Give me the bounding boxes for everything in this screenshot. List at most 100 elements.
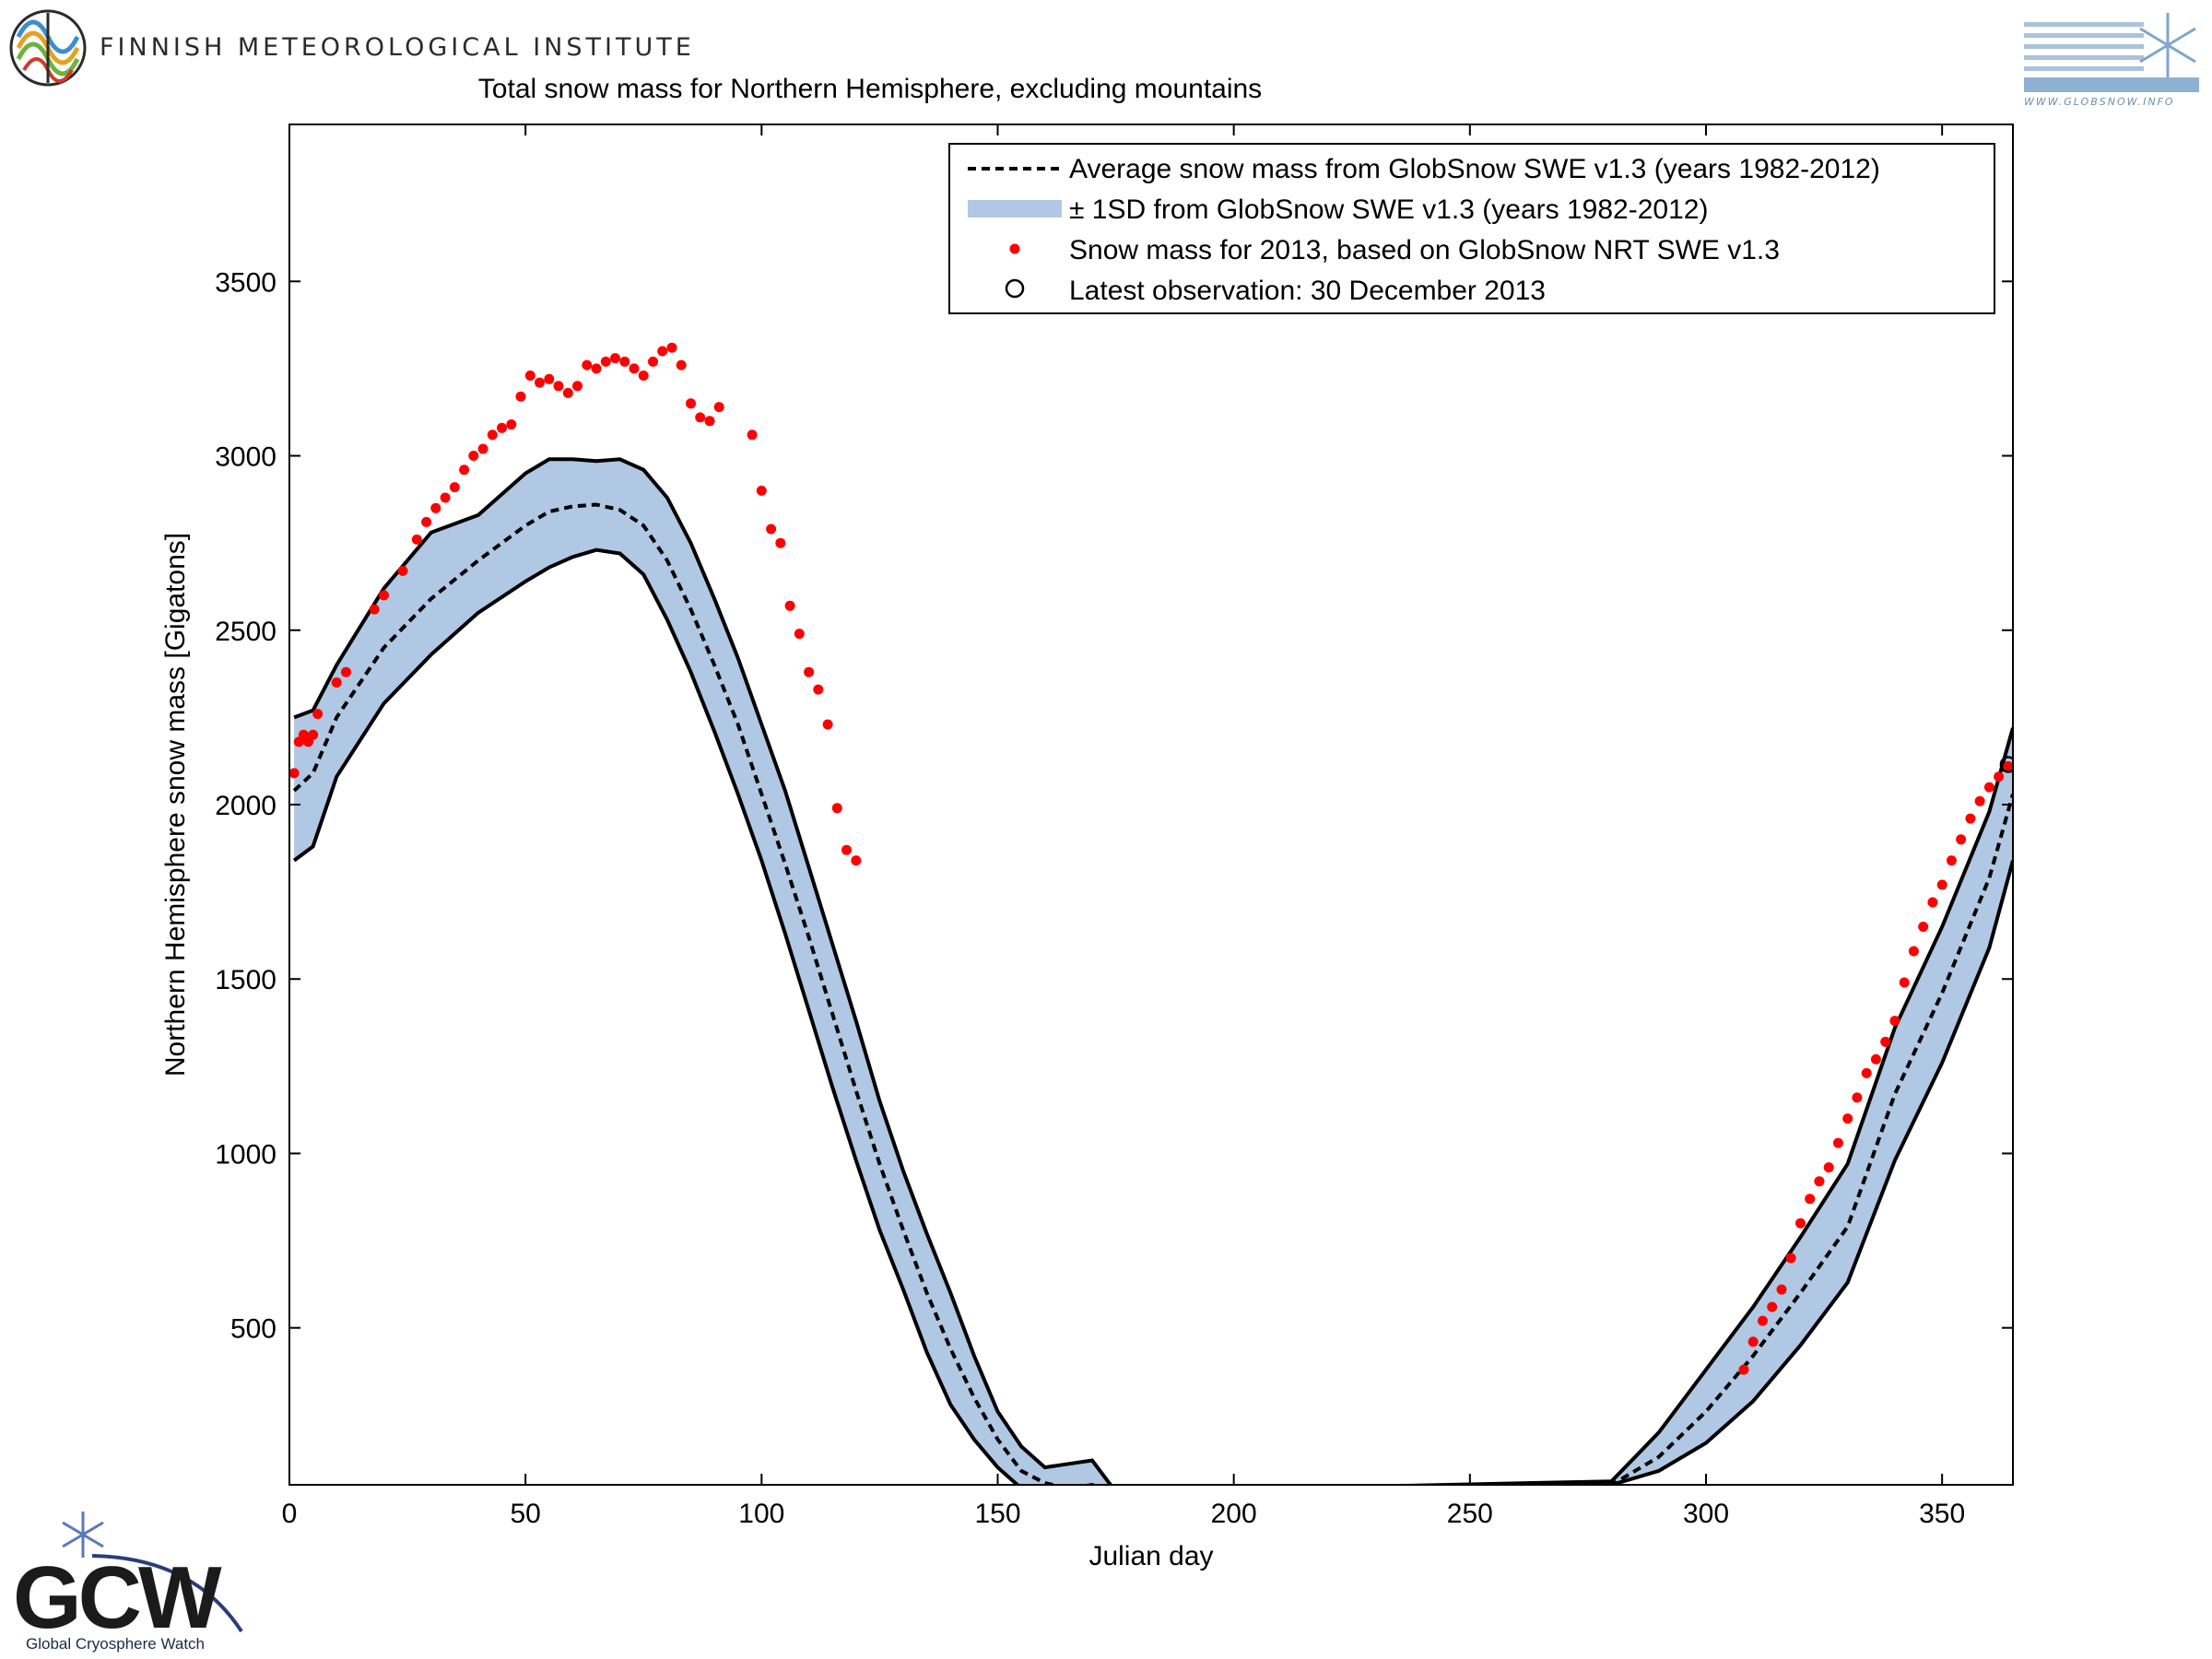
y-tick-label: 500 xyxy=(230,1314,276,1345)
obs-point xyxy=(648,356,658,367)
plot-frame xyxy=(288,124,2014,1486)
obs-points-group xyxy=(289,342,2013,1375)
obs-point xyxy=(831,803,842,814)
y-axis-ticks: 500 1000 1500 2000 2500 3000 3500 xyxy=(215,267,2013,1345)
obs-point xyxy=(841,844,852,855)
obs-point xyxy=(784,600,795,611)
obs-point xyxy=(1870,1053,1881,1065)
obs-point xyxy=(1738,1364,1749,1375)
obs-point xyxy=(397,565,408,576)
obs-point xyxy=(553,381,564,392)
gcw-logo-icon: GCW xyxy=(13,1512,243,1647)
obs-point xyxy=(813,684,824,695)
obs-point xyxy=(619,356,630,367)
organization-name: FINNISH METEOROLOGICAL INSTITUTE xyxy=(100,33,695,62)
obs-point xyxy=(666,342,677,353)
obs-point xyxy=(600,356,611,367)
obs-point xyxy=(1842,1113,1853,1124)
obs-point xyxy=(1889,1016,1900,1027)
sd-band-area xyxy=(294,459,2013,1485)
obs-point xyxy=(487,429,498,441)
obs-point xyxy=(775,537,786,548)
fmi-logo-icon xyxy=(9,9,87,87)
obs-point xyxy=(794,629,805,640)
legend-entry-obs: Snow mass for 2013, based on GlobSnow NR… xyxy=(1069,235,1780,265)
x-tick-label: 350 xyxy=(1919,1499,1965,1529)
obs-point xyxy=(459,465,470,476)
obs-point xyxy=(1880,1036,1891,1047)
obs-point xyxy=(506,419,517,429)
x-tick-label: 300 xyxy=(1683,1499,1729,1529)
obs-point xyxy=(544,373,555,384)
obs-point xyxy=(341,666,351,677)
x-tick-label: 250 xyxy=(1447,1499,1493,1529)
obs-point xyxy=(1908,946,1919,957)
obs-point xyxy=(379,590,389,601)
y-axis-label: Northern Hemisphere snow mass [Gigatons] xyxy=(160,533,191,1077)
obs-point xyxy=(704,416,715,427)
obs-point xyxy=(1918,922,1929,932)
obs-point xyxy=(804,666,815,677)
obs-point xyxy=(535,377,545,388)
obs-point xyxy=(1823,1162,1834,1173)
y-tick-label: 1500 xyxy=(215,965,276,995)
obs-point xyxy=(1927,897,1938,908)
obs-point xyxy=(468,451,479,461)
obs-point xyxy=(1785,1253,1796,1264)
obs-point xyxy=(851,855,862,866)
obs-point xyxy=(369,604,380,615)
obs-point xyxy=(1814,1176,1825,1187)
y-tick-label: 3000 xyxy=(215,442,276,473)
latest-observation-marker xyxy=(1999,756,2013,773)
obs-point xyxy=(1758,1315,1768,1326)
obs-point xyxy=(440,492,451,503)
legend-band-swatch xyxy=(968,200,1062,218)
obs-point xyxy=(713,402,724,413)
y-tick-label: 2000 xyxy=(215,791,276,821)
obs-point xyxy=(430,502,441,513)
legend-entry-latest: Latest observation: 30 December 2013 xyxy=(1069,276,1546,306)
obs-point xyxy=(1965,813,1976,824)
obs-point xyxy=(411,534,422,545)
obs-point xyxy=(2003,760,2013,771)
sd-band-upper-line xyxy=(293,457,2013,1485)
obs-point xyxy=(582,359,593,371)
obs-point xyxy=(1994,771,2005,782)
obs-point xyxy=(497,422,507,433)
obs-point xyxy=(1974,795,1985,806)
obs-point xyxy=(1805,1194,1816,1205)
legend-obs-swatch xyxy=(1009,243,1020,254)
obs-point xyxy=(289,768,300,779)
svg-text:GCW: GCW xyxy=(13,1548,222,1647)
legend-latest-swatch xyxy=(1005,278,1025,299)
obs-point xyxy=(421,516,432,527)
y-tick-label: 2500 xyxy=(215,617,276,647)
chart-title: Total snow mass for Northern Hemisphere,… xyxy=(478,74,1262,104)
x-tick-label: 150 xyxy=(974,1499,1020,1529)
obs-point xyxy=(477,443,488,454)
mean-snow-mass-line xyxy=(292,502,2013,1485)
obs-point xyxy=(657,346,668,357)
obs-point xyxy=(1852,1092,1863,1103)
obs-point xyxy=(331,677,342,688)
obs-point xyxy=(638,371,649,381)
obs-point xyxy=(695,412,706,423)
obs-point xyxy=(1861,1067,1872,1078)
obs-point xyxy=(1983,782,1994,793)
obs-point xyxy=(591,363,602,374)
x-tick-label: 50 xyxy=(510,1499,540,1529)
obs-point xyxy=(1946,855,1957,866)
obs-point xyxy=(1956,834,1967,845)
obs-point xyxy=(312,709,324,720)
obs-point xyxy=(524,371,535,381)
legend: Average snow mass from GlobSnow SWE v1.3… xyxy=(948,143,1995,314)
obs-point xyxy=(766,524,777,535)
obs-point xyxy=(308,729,319,740)
obs-point xyxy=(1767,1301,1778,1312)
obs-point xyxy=(1795,1218,1806,1229)
obs-point xyxy=(1936,879,1947,890)
x-tick-label: 200 xyxy=(1211,1499,1257,1529)
legend-entry-mean: Average snow mass from GlobSnow SWE v1.3… xyxy=(1069,154,1880,184)
globsnow-url: WWW.GLOBSNOW.INFO xyxy=(2024,96,2175,108)
